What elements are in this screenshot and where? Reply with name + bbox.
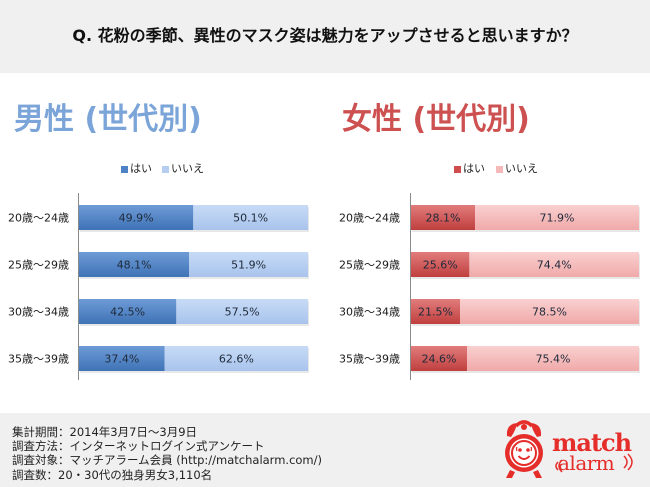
survey-question: Q. 花粉の季節、異性のマスク姿は魅力をアップさせると思いますか？ (72, 26, 578, 45)
data-label: 49.9% (119, 212, 154, 225)
data-label: 24.6% (422, 353, 457, 366)
matchalarm-logo: match alarm (500, 418, 645, 484)
legend-label-yes: はい (463, 162, 485, 175)
bar-segment-no (469, 252, 639, 277)
category-label: 35歳～39歳 (339, 353, 400, 366)
logo-word-alarm: alarm (558, 451, 615, 475)
data-label: 50.1% (233, 212, 268, 225)
bar-segment-yes (79, 252, 190, 277)
data-label: 28.1% (426, 212, 461, 225)
bar-segment-no (189, 252, 308, 277)
bar-segment-no (460, 299, 639, 324)
data-label: 74.4% (537, 259, 572, 272)
category-label: 30歳～34歳 (8, 306, 69, 319)
category-label: 20歳～24歳 (8, 212, 69, 225)
logo-word-match: match (552, 428, 632, 457)
bar-segment-no (193, 205, 308, 230)
sound-wave-icon (623, 453, 633, 471)
bar-segment-no (176, 299, 308, 324)
header-band: Q. 花粉の季節、異性のマスク姿は魅力をアップさせると思いますか？ (0, 0, 650, 73)
bar-segment-yes (411, 205, 476, 230)
bar-segment-no (475, 205, 639, 230)
bar-segment-yes (411, 299, 461, 324)
legend-swatch-yes (121, 166, 128, 173)
bar-segment-yes (411, 252, 470, 277)
data-label: 78.5% (532, 306, 567, 319)
data-label: 57.5% (225, 306, 260, 319)
bar-segment-yes (79, 299, 177, 324)
data-label: 48.1% (117, 259, 152, 272)
alarm-clock-face-icon (505, 420, 543, 478)
bar-segment-yes (79, 205, 194, 230)
category-label: 25歳～29歳 (339, 259, 400, 272)
category-label: 25歳～29歳 (8, 259, 69, 272)
category-label: 20歳～24歳 (339, 212, 400, 225)
legend-label-yes: はい (130, 162, 152, 175)
data-label: 62.6% (219, 353, 254, 366)
male-chart-title: 男性 (世代別) (14, 102, 202, 137)
legend-swatch-yes (454, 166, 461, 173)
category-label: 35歳～39歳 (8, 353, 69, 366)
bar-segment-no (467, 346, 639, 371)
bar-segment-yes (79, 346, 165, 371)
data-label: 71.9% (540, 212, 575, 225)
male-legend: はい いいえ (0, 161, 325, 177)
legend-swatch-no (162, 166, 169, 173)
data-label: 51.9% (231, 259, 266, 272)
data-label: 37.4% (104, 353, 139, 366)
sound-wave-icon (555, 459, 563, 473)
survey-count: 調査数：20・30代の独身男女3,110名 (12, 467, 213, 482)
female-chart-title: 女性 (世代別) (342, 102, 530, 137)
female-legend: はい いいえ (0, 161, 650, 177)
footer-band: 集計期間：2014年3月7日～3月9日 調査方法：インターネットログイン式アンケ… (0, 413, 650, 487)
data-label: 25.6% (423, 259, 458, 272)
data-label: 21.5% (418, 306, 453, 319)
survey-target: 調査対象：マッチアラーム会員 (http://matchalarm.com/) (12, 453, 322, 468)
data-label: 75.4% (536, 353, 571, 366)
male-bar-chart: 20歳～24歳 49.9% 50.1% 25歳～29歳 48.1% 51.9% 30歳～34… (8, 193, 309, 380)
data-label: 42.5% (110, 306, 145, 319)
legend-swatch-no (496, 166, 503, 173)
female-bar-chart: 20歳～24歳 28.1% 71.9% 25歳～29歳 25.6% 74.4% 30歳～34… (339, 193, 640, 380)
category-label: 30歳～34歳 (339, 306, 400, 319)
bar-segment-yes (411, 346, 468, 371)
survey-period: 集計期間：2014年3月7日～3月9日 (12, 425, 198, 439)
bar-segment-no (164, 346, 308, 371)
survey-method: 調査方法：インターネットログイン式アンケート (12, 439, 265, 454)
legend-label-no: いいえ (505, 162, 538, 175)
survey-details: 集計期間：2014年3月7日～3月9日 調査方法：インターネットログイン式アンケ… (12, 425, 322, 482)
legend-label-no: いいえ (171, 162, 204, 175)
